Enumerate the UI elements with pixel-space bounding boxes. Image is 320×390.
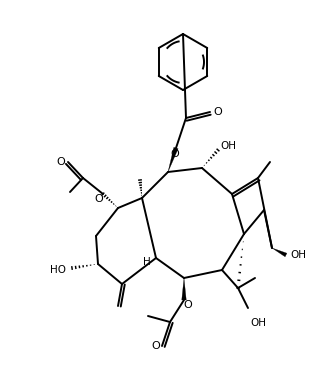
- Polygon shape: [182, 278, 186, 300]
- Text: O: O: [184, 300, 192, 310]
- Polygon shape: [168, 147, 178, 172]
- Text: HO: HO: [50, 265, 66, 275]
- Text: O: O: [152, 341, 160, 351]
- Text: O: O: [95, 194, 103, 204]
- Polygon shape: [272, 248, 287, 257]
- Text: O: O: [171, 149, 180, 159]
- Text: OH: OH: [290, 250, 306, 260]
- Text: O: O: [57, 157, 65, 167]
- Text: OH: OH: [250, 318, 266, 328]
- Text: H: H: [143, 257, 151, 267]
- Text: OH: OH: [220, 141, 236, 151]
- Text: O: O: [214, 107, 222, 117]
